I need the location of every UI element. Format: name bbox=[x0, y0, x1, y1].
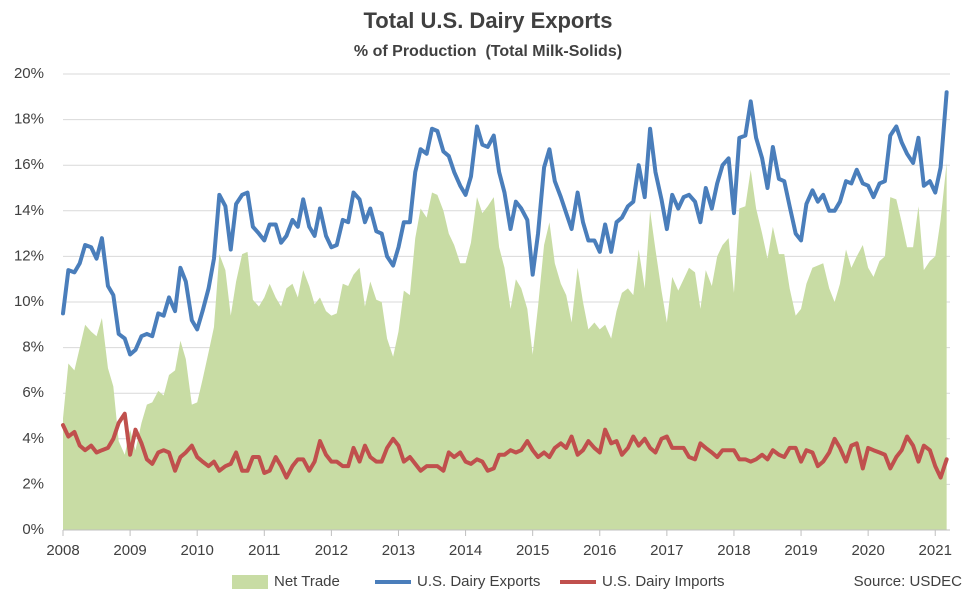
axes: 0% 2% 4% 6% 8% 10% 12% 14% 16% 18% 20% 2008 2009 2010… bbox=[14, 65, 952, 559]
x-tick-label: 2018 bbox=[717, 542, 750, 559]
y-tick-label: 2% bbox=[22, 475, 44, 492]
y-tick-label: 12% bbox=[14, 247, 44, 264]
x-tick-label: 2021 bbox=[919, 542, 952, 559]
legend: Net Trade U.S. Dairy Exports U.S. Dairy Im… bbox=[232, 573, 725, 590]
chart-title: Total U.S. Dairy Exports bbox=[364, 8, 613, 33]
legend-swatch bbox=[232, 575, 268, 589]
y-tick-label: 8% bbox=[22, 339, 44, 356]
x-tick-label: 2017 bbox=[650, 542, 683, 559]
area bbox=[63, 162, 947, 531]
y-tick-label: 0% bbox=[22, 521, 44, 538]
x-tick-label: 2009 bbox=[113, 542, 146, 559]
x-tick-label: 2013 bbox=[382, 542, 415, 559]
legend-label: U.S. Dairy Imports bbox=[602, 573, 725, 590]
y-tick-label: 10% bbox=[14, 293, 44, 310]
x-tick-label: 2011 bbox=[248, 542, 280, 559]
x-tick-label: 2019 bbox=[784, 542, 817, 559]
x-tick-label: 2010 bbox=[181, 542, 214, 559]
source-note: Source: USDEC bbox=[854, 573, 963, 590]
line bbox=[61, 411, 949, 480]
x-tick-label: 2015 bbox=[516, 542, 549, 559]
y-tick-label: 16% bbox=[14, 156, 44, 173]
plot-area bbox=[61, 90, 949, 531]
y-tick-label: 6% bbox=[22, 384, 44, 401]
x-tick-label: 2016 bbox=[583, 542, 616, 559]
y-tick-label: 20% bbox=[14, 65, 44, 82]
legend-label: Net Trade bbox=[274, 573, 340, 590]
line bbox=[61, 90, 949, 357]
x-tick-label: 2014 bbox=[449, 542, 482, 559]
y-tick-label: 14% bbox=[14, 202, 44, 219]
x-tick-label: 2008 bbox=[46, 542, 79, 559]
chart-subtitle: % of Production (Total Milk-Solids) bbox=[354, 43, 622, 60]
x-tick-label: 2012 bbox=[315, 542, 348, 559]
y-tick-label: 4% bbox=[22, 430, 44, 447]
x-tick-label: 2020 bbox=[851, 542, 884, 559]
legend-label: U.S. Dairy Exports bbox=[417, 573, 540, 590]
y-tick-label: 18% bbox=[14, 111, 44, 128]
